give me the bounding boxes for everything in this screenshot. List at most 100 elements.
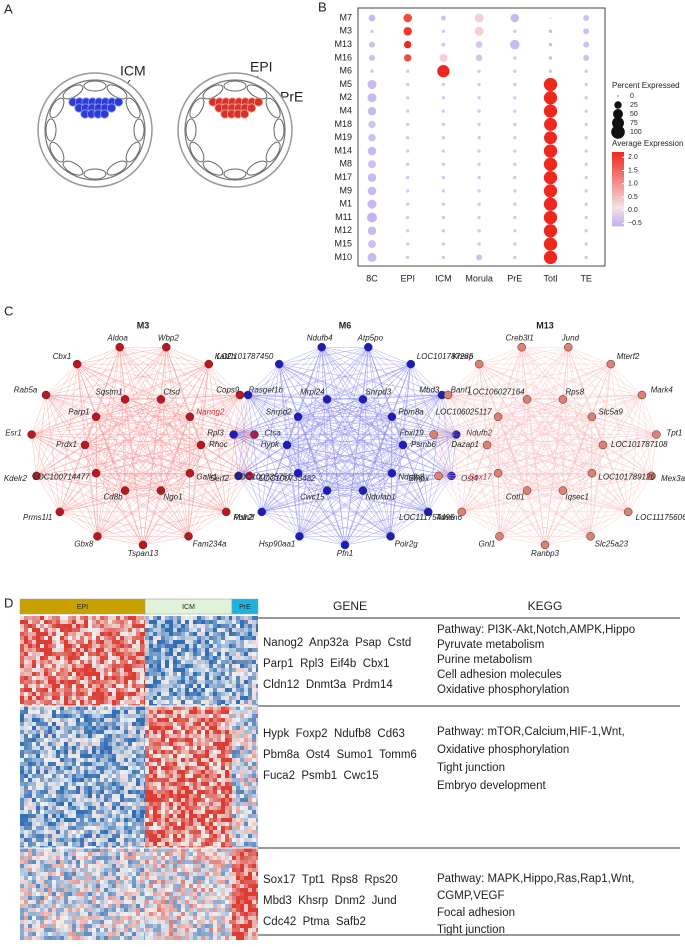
- heat-cell: [24, 932, 28, 936]
- heat-cell: [48, 746, 52, 750]
- heat-cell: [229, 696, 232, 700]
- heat-cell: [248, 834, 252, 838]
- heat-cell: [153, 778, 157, 782]
- heat-cell: [209, 656, 213, 660]
- heat-cell: [116, 722, 120, 726]
- heat-cell: [128, 714, 132, 718]
- heat-cell: [193, 830, 197, 834]
- edge: [327, 491, 345, 545]
- heat-cell: [92, 644, 96, 648]
- heat-cell: [213, 628, 217, 632]
- heat-cell: [52, 842, 56, 846]
- heat-cell: [32, 826, 36, 830]
- node: [92, 469, 100, 477]
- heat-cell: [144, 628, 145, 632]
- heat-cell: [80, 806, 84, 810]
- heat-cell: [145, 644, 149, 648]
- dot: [442, 216, 445, 219]
- heat-cell: [128, 754, 132, 758]
- heat-cell: [185, 734, 189, 738]
- heat-cell: [72, 782, 76, 786]
- dot: [513, 256, 516, 259]
- heat-cell: [229, 838, 232, 842]
- heat-cell: [88, 676, 92, 680]
- heat-cell: [193, 672, 197, 676]
- heat-cell: [28, 754, 32, 758]
- heat-cell: [92, 790, 96, 794]
- heat-cell: [185, 782, 189, 786]
- heat-cell: [48, 806, 52, 810]
- heat-cell: [104, 730, 108, 734]
- heat-cell: [40, 714, 44, 718]
- heat-cell: [44, 636, 48, 640]
- heat-cell: [213, 742, 217, 746]
- heat-cell: [60, 636, 64, 640]
- heat-cell: [140, 818, 144, 822]
- heat-cell: [124, 644, 128, 648]
- heat-cell: [24, 624, 28, 628]
- heat-cell: [124, 750, 128, 754]
- heat-cell: [185, 706, 189, 710]
- heat-cell: [104, 696, 108, 700]
- heat-cell: [165, 710, 169, 714]
- heat-cell: [149, 842, 153, 846]
- heat-cell: [84, 778, 88, 782]
- heat-cell: [213, 632, 217, 636]
- heat-cell: [189, 802, 193, 806]
- heat-cell: [32, 672, 36, 676]
- heat-cell: [201, 644, 205, 648]
- heat-cell: [68, 742, 72, 746]
- heat-cell: [165, 632, 169, 636]
- edge: [238, 476, 299, 536]
- heat-cell: [205, 742, 209, 746]
- heat-cell: [104, 668, 108, 672]
- heat-cell: [193, 774, 197, 778]
- heat-cell: [173, 706, 177, 710]
- heat-cell: [149, 672, 153, 676]
- dot: [368, 147, 377, 156]
- heat-cell: [96, 688, 100, 692]
- heat-cell: [169, 834, 173, 838]
- heat-cell: [72, 656, 76, 660]
- heat-cell: [232, 842, 236, 846]
- heat-cell: [144, 750, 145, 754]
- heat-cell: [84, 782, 88, 786]
- heat-cell: [244, 762, 248, 766]
- heat-cell: [116, 818, 120, 822]
- heat-cell: [24, 880, 28, 884]
- heat-cell: [56, 648, 60, 652]
- heat-cell: [88, 656, 92, 660]
- heat-cell: [108, 660, 112, 664]
- heat-cell: [48, 624, 52, 628]
- column-label: TE: [580, 273, 592, 283]
- heat-cell: [161, 814, 165, 818]
- heat-cell: [36, 794, 40, 798]
- heat-cell: [173, 806, 177, 810]
- heat-cell: [205, 730, 209, 734]
- heat-cell: [112, 632, 116, 636]
- heat-cell: [56, 700, 60, 704]
- heat-cell: [140, 632, 144, 636]
- heat-cell: [240, 782, 244, 786]
- heat-cell: [236, 746, 240, 750]
- heat-cell: [76, 624, 80, 628]
- heat-cell: [252, 762, 256, 766]
- heat-cell: [88, 644, 92, 648]
- heat-cell: [229, 842, 232, 846]
- heat-cell: [60, 754, 64, 758]
- heat-cell: [144, 700, 145, 704]
- heat-cell: [161, 660, 165, 664]
- colorbar-step: [612, 191, 624, 194]
- heat-cell: [32, 620, 36, 624]
- heat-cell: [28, 680, 32, 684]
- heat-cell: [96, 750, 100, 754]
- heat-cell: [100, 718, 104, 722]
- heat-cell: [104, 692, 108, 696]
- heat-cell: [52, 676, 56, 680]
- heat-cell: [84, 806, 88, 810]
- heat-cell: [96, 620, 100, 624]
- heat-cell: [40, 652, 44, 656]
- heat-cell: [149, 778, 153, 782]
- heat-cell: [173, 798, 177, 802]
- heat-cell: [157, 722, 161, 726]
